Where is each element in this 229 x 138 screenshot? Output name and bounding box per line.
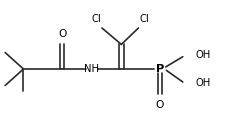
Text: OH: OH [195,78,210,88]
Text: O: O [58,29,66,39]
Text: O: O [156,100,164,110]
Text: Cl: Cl [91,14,101,24]
Text: Cl: Cl [139,14,149,24]
Text: P: P [156,64,164,74]
Text: OH: OH [195,50,210,60]
Text: NH: NH [84,64,99,74]
